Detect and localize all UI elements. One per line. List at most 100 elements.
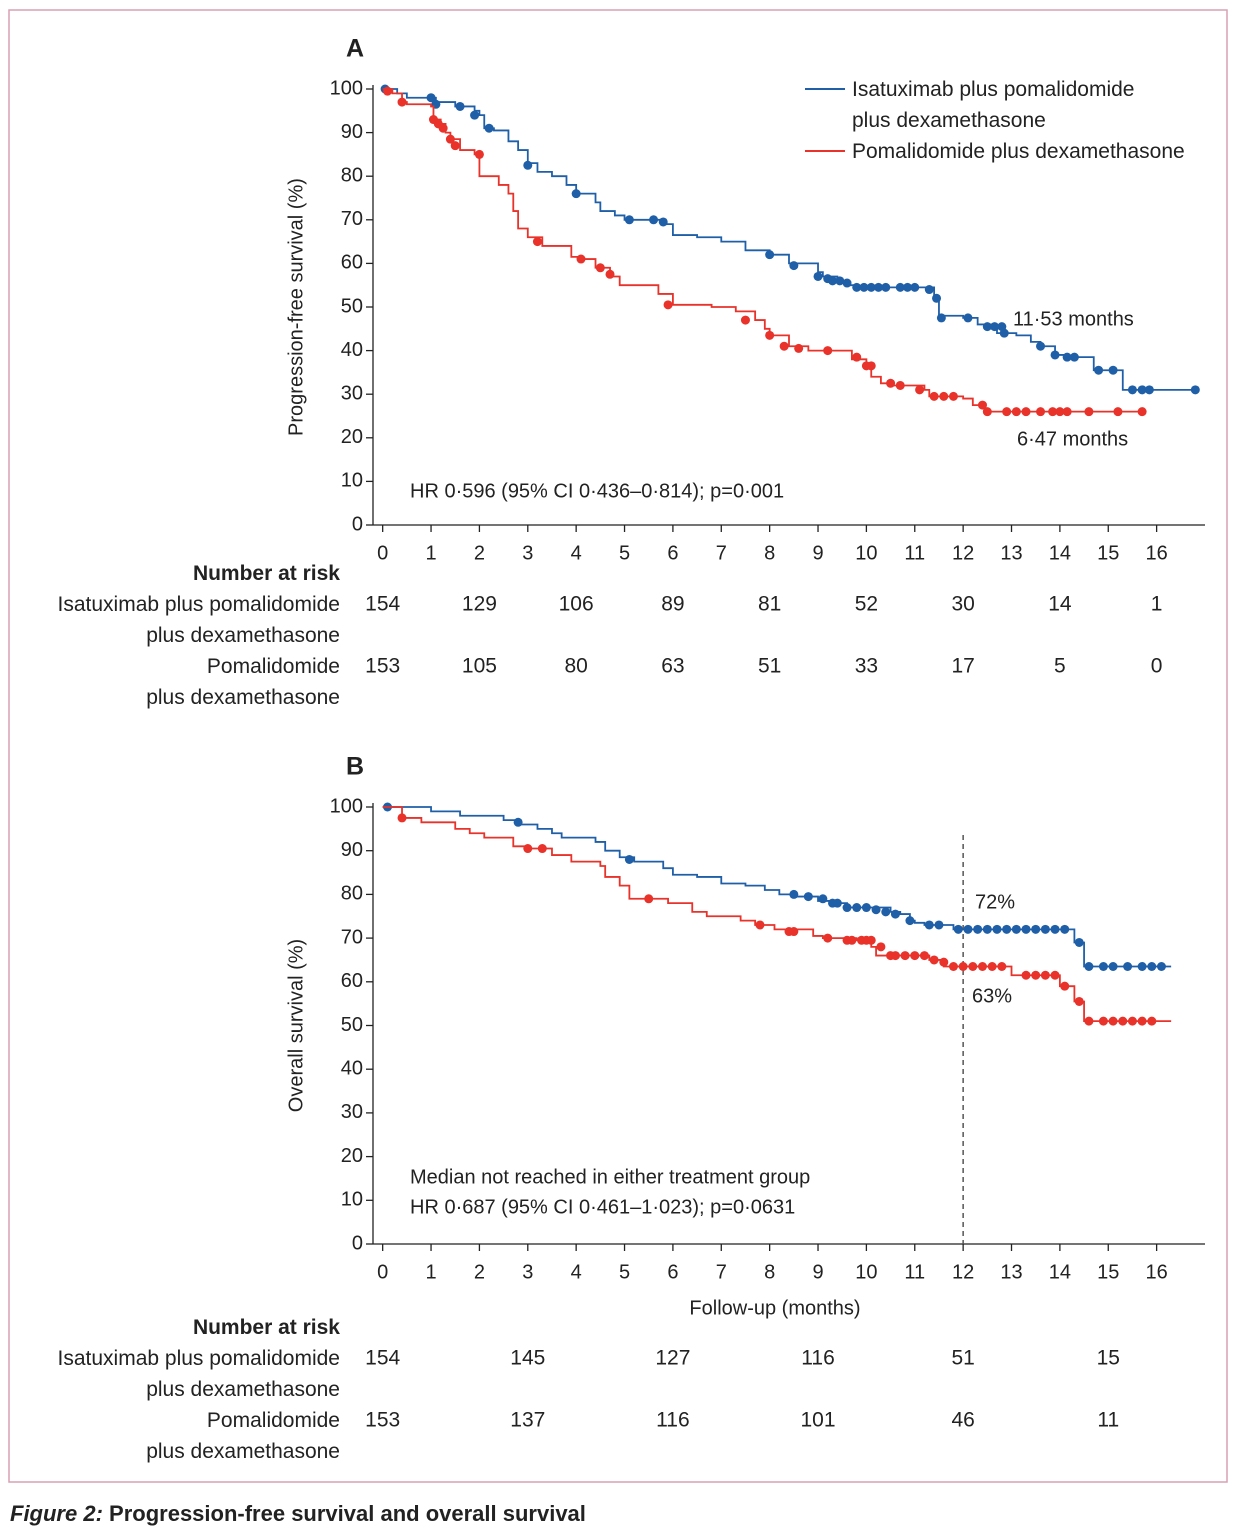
censor-mark xyxy=(1031,924,1041,934)
risk-count: 116 xyxy=(801,1347,834,1370)
censor-mark xyxy=(1144,385,1154,395)
x-tick-label: 10 xyxy=(855,542,877,564)
x-tick-label: 11 xyxy=(904,542,925,564)
censor-mark xyxy=(1048,407,1058,417)
censor-mark xyxy=(842,278,852,288)
censor-mark xyxy=(832,898,842,908)
censor-mark xyxy=(1036,407,1046,417)
x-tick-label: 7 xyxy=(716,1261,727,1283)
risk-row-label: Isatuximab plus pomalidomide plus dexame… xyxy=(57,593,340,647)
caption-text: Progression-free survival and overall su… xyxy=(109,1501,586,1526)
risk-count: 137 xyxy=(510,1409,545,1432)
censor-mark xyxy=(523,160,533,170)
panel-label: A xyxy=(346,35,364,63)
censor-mark xyxy=(484,123,494,133)
censor-mark xyxy=(1050,350,1060,360)
y-tick-label: 0 xyxy=(352,513,363,535)
censor-mark xyxy=(852,282,862,292)
x-tick-label: 0 xyxy=(377,1261,388,1283)
x-axis-label: Follow-up (months) xyxy=(689,1297,860,1319)
censor-mark xyxy=(992,924,1002,934)
censor-mark xyxy=(852,352,862,362)
risk-table-title: Number at risk xyxy=(192,562,340,585)
censor-mark xyxy=(537,844,547,854)
censor-mark xyxy=(513,817,523,827)
censor-mark xyxy=(835,276,845,286)
censor-mark xyxy=(755,920,765,930)
censor-mark xyxy=(649,215,659,225)
caption: Figure 2: Progression-free survival and … xyxy=(10,1498,586,1529)
y-tick-label: 20 xyxy=(341,426,363,448)
censor-mark xyxy=(1074,996,1084,1006)
censor-mark xyxy=(1147,1016,1157,1026)
censor-mark xyxy=(624,854,634,864)
censor-mark xyxy=(624,215,634,225)
censor-mark xyxy=(1147,962,1157,972)
risk-count: 153 xyxy=(365,1409,400,1432)
annotation: HR 0·596 (95% CI 0·436–0·814); p=0·001 xyxy=(410,480,784,502)
censor-mark xyxy=(532,237,542,247)
risk-count: 145 xyxy=(510,1347,545,1370)
censor-mark xyxy=(1002,407,1012,417)
panel-label: B xyxy=(346,753,364,781)
y-tick-label: 40 xyxy=(341,339,363,361)
censor-mark xyxy=(1127,385,1137,395)
x-tick-label: 15 xyxy=(1097,1261,1119,1283)
censor-mark xyxy=(852,903,862,913)
censor-mark xyxy=(876,942,886,952)
y-tick-label: 30 xyxy=(341,382,363,404)
censor-mark xyxy=(939,391,949,401)
survival-line xyxy=(382,806,1172,1023)
risk-table-title: Number at risk xyxy=(192,1316,340,1339)
censor-mark xyxy=(789,889,799,899)
risk-count: 105 xyxy=(462,655,497,678)
censor-mark xyxy=(1036,341,1046,351)
caption-label: Figure 2: xyxy=(10,1501,103,1526)
risk-count: 106 xyxy=(559,593,594,616)
censor-mark xyxy=(803,892,813,902)
annotation: 63% xyxy=(972,985,1012,1007)
x-tick-label: 14 xyxy=(1049,542,1071,564)
censor-mark xyxy=(866,361,876,371)
censor-mark xyxy=(871,905,881,915)
censor-mark xyxy=(929,955,939,965)
censor-mark xyxy=(905,916,915,926)
censor-mark xyxy=(873,282,883,292)
censor-mark xyxy=(779,341,789,351)
risk-count: 129 xyxy=(462,593,497,616)
censor-mark xyxy=(1190,385,1200,395)
x-tick-label: 16 xyxy=(1146,1261,1168,1283)
censor-mark xyxy=(919,951,929,961)
censor-mark xyxy=(1021,407,1031,417)
x-tick-label: 0 xyxy=(377,542,388,564)
censor-mark xyxy=(1062,407,1072,417)
x-tick-label: 4 xyxy=(571,542,582,564)
censor-mark xyxy=(1060,924,1070,934)
x-tick-label: 13 xyxy=(1000,1261,1022,1283)
censor-mark xyxy=(426,93,436,103)
x-tick-label: 7 xyxy=(716,542,727,564)
censor-mark xyxy=(900,951,910,961)
censor-mark xyxy=(1084,1016,1094,1026)
censor-mark xyxy=(847,935,857,945)
y-tick-label: 100 xyxy=(330,77,363,99)
censor-mark xyxy=(1011,924,1021,934)
legend-label: Isatuximab plus pomalidomide plus dexame… xyxy=(852,78,1135,132)
x-tick-label: 1 xyxy=(425,542,436,564)
censor-mark xyxy=(948,962,958,972)
x-tick-label: 16 xyxy=(1146,542,1168,564)
censor-mark xyxy=(936,313,946,323)
censor-mark xyxy=(1050,924,1060,934)
risk-count: 5 xyxy=(1054,655,1066,678)
censor-mark xyxy=(1137,962,1147,972)
x-tick-label: 3 xyxy=(522,1261,533,1283)
censor-mark xyxy=(397,813,407,823)
censor-mark xyxy=(997,962,1007,972)
risk-count: 89 xyxy=(661,593,684,616)
censor-mark xyxy=(823,933,833,943)
y-tick-label: 30 xyxy=(341,1101,363,1123)
y-tick-label: 40 xyxy=(341,1057,363,1079)
censor-mark xyxy=(470,110,480,120)
x-tick-label: 9 xyxy=(812,1261,823,1283)
